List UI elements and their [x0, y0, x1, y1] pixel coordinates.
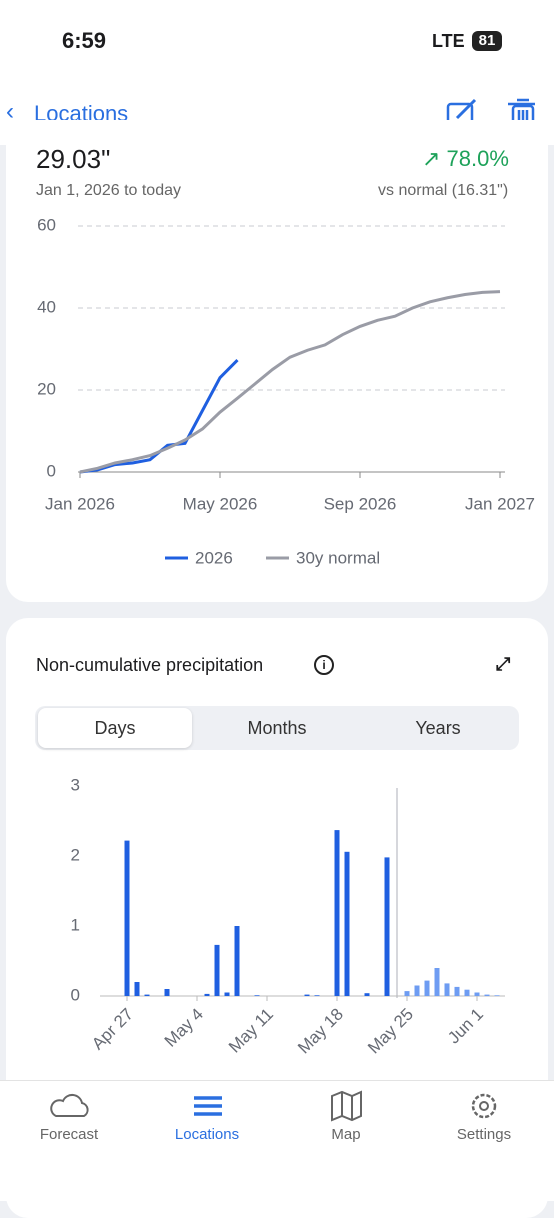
x-tick-label: May 11: [225, 1005, 277, 1057]
legend-label: 2026: [195, 548, 233, 567]
tab-button[interactable]: Settings: [456, 1126, 512, 1143]
legend-label: 30y normal: [296, 548, 380, 567]
x-tick-label: May 2026: [183, 494, 258, 513]
bar: [434, 968, 440, 996]
total: 29.03": [36, 144, 111, 174]
bar: [474, 992, 480, 996]
bar: [344, 851, 350, 996]
tab-button[interactable]: Locations: [174, 1126, 240, 1143]
y-tick-label: 60: [37, 215, 56, 234]
y-tick-label: 40: [37, 297, 56, 316]
tab[interactable]: Months: [247, 718, 307, 738]
nav-icons[interactable]: [445, 96, 535, 132]
bar: [404, 991, 410, 996]
tab-icons: [50, 1090, 497, 1122]
comparison: vs normal (16.31"): [378, 182, 509, 199]
y-tick-label: 1: [71, 915, 80, 934]
battery: 81: [472, 31, 502, 51]
bar: [134, 982, 140, 996]
cumulative-chart: 0 20 40 60 Jan 2026 May 2026 Sep 2026 Jan 2027 2…: [37, 215, 535, 567]
bar: [424, 980, 430, 996]
bar: [124, 840, 130, 996]
tab[interactable]: Years: [415, 718, 461, 738]
bar: [204, 993, 210, 996]
back-button[interactable]: ‹: [6, 98, 14, 125]
bar: [214, 944, 220, 996]
change-value: 78.0%: [446, 146, 509, 171]
x-tick-label: Jun 1: [444, 1005, 487, 1048]
cumulative-card: [6, 120, 548, 602]
bar: [444, 983, 450, 996]
x-tick-label: Jan 2027: [465, 494, 535, 513]
y-tick-label: 0: [47, 461, 56, 480]
bar: [494, 995, 500, 996]
bar: [254, 995, 260, 996]
bar: [414, 985, 420, 996]
x-tick-label: Sep 2026: [324, 494, 397, 513]
bar: [364, 993, 370, 996]
bar: [234, 926, 240, 996]
bar: [144, 994, 150, 996]
bar: [164, 989, 170, 996]
bar: [224, 992, 230, 996]
period: Jan 1, 2026 to today: [36, 182, 181, 199]
network: LTE: [432, 31, 465, 51]
line-series: [79, 290, 501, 474]
change: ↗ 78.0%: [422, 146, 509, 171]
bar: [484, 994, 490, 996]
x-tick-label: May 18: [294, 1005, 347, 1058]
x-tick-label: Jan 2026: [45, 494, 115, 513]
daily-chart: 0 1 2 3 Apr 27 May 4 May 11 May 18 May 25 Jun 1: [71, 775, 505, 1058]
bar: [334, 830, 340, 996]
tab[interactable]: Days: [94, 718, 136, 738]
expand-icon[interactable]: ⤢: [496, 654, 511, 674]
clock: 6:59: [62, 28, 107, 53]
segmented-control: Days Months Years: [35, 706, 519, 750]
bar: [464, 989, 470, 996]
y-tick-label: 2: [71, 845, 80, 864]
tab-button[interactable]: Map: [331, 1126, 361, 1143]
bar: [304, 994, 310, 996]
x-tick-label: May 25: [364, 1005, 417, 1058]
selected-segment: [38, 708, 192, 748]
x-tick-label: Apr 27: [88, 1005, 137, 1054]
bar: [384, 857, 390, 996]
tab-bar: [0, 1080, 554, 1201]
bar: [314, 995, 320, 996]
tab-button[interactable]: Forecast: [39, 1126, 99, 1143]
y-tick-label: 3: [71, 775, 80, 794]
x-tick-label: May 4: [161, 1005, 207, 1051]
info-icon[interactable]: i: [314, 655, 334, 675]
y-tick-label: 20: [37, 379, 56, 398]
card-title: Non-cumulative precipitation: [36, 655, 264, 675]
bar: [454, 986, 460, 996]
y-tick-label: 0: [71, 985, 80, 1004]
